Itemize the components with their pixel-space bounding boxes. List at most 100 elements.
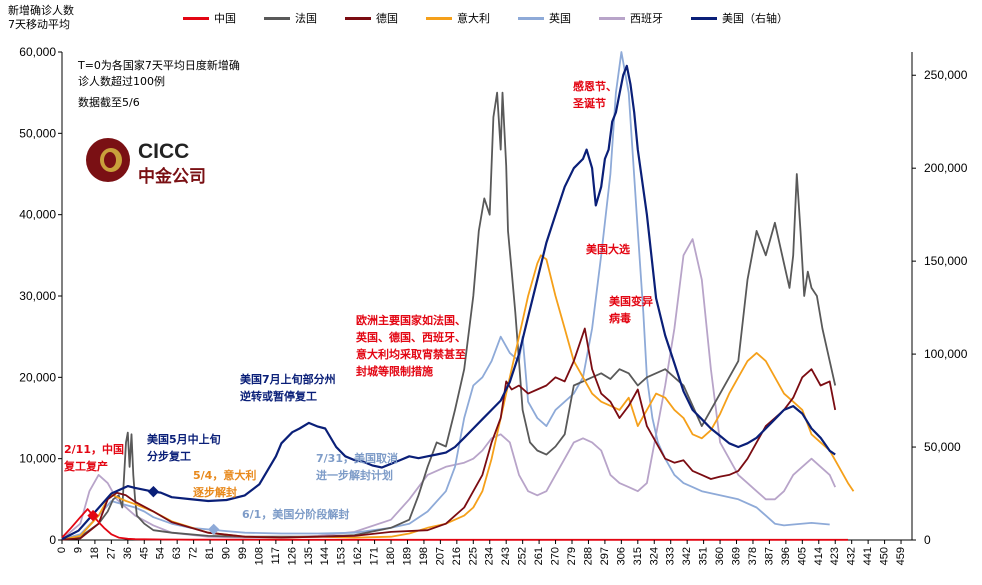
x-tick-label: 216 [451, 547, 463, 565]
x-tick-label: 369 [731, 547, 743, 565]
x-tick-label: 333 [665, 547, 677, 565]
x-tick-label: 126 [286, 547, 298, 565]
legend-item-italy: 意大利 [426, 10, 490, 26]
legend-label: 西班牙 [630, 12, 663, 25]
x-tick-label: 18 [89, 547, 101, 559]
x-tick-label: 459 [895, 547, 907, 565]
annotation-us-may-reopen-line2: 分步复工 [147, 450, 191, 463]
annotation-us-variant: 美国变异 病毒 [609, 293, 653, 327]
x-tick-label: 9 [72, 547, 84, 553]
x-tick-label: 198 [418, 547, 430, 565]
annotation-us-variant-line1: 美国变异 [609, 295, 653, 308]
annotation-us-variant-line2: 病毒 [609, 312, 631, 325]
x-tick-label: 423 [829, 547, 841, 565]
x-tick-label: 72 [188, 547, 200, 559]
x-tick-label: 144 [319, 547, 331, 565]
note-line2: 诊人数超过100例 [78, 75, 165, 88]
annotation-holidays-line2: 圣诞节 [573, 97, 606, 110]
annotation-us-phased-reopen-text: 6/1，美国分阶段解封 [242, 508, 350, 521]
x-tick-label: 36 [122, 547, 134, 559]
y-axis-title-line2: 7天移动平均 [8, 18, 70, 31]
x-tick-label: 297 [599, 547, 611, 565]
x-tick-label: 306 [615, 547, 627, 565]
marker-china-reopen [87, 509, 99, 522]
y-left-tick-label: 60,000 [19, 45, 56, 59]
legend-item-us: 美国（右轴） [691, 10, 788, 26]
x-tick-label: 180 [385, 547, 397, 565]
x-tick-label: 288 [582, 547, 594, 565]
annotation-us-cancel-reopen: 7/31，美国取消 进一步解封计划 [316, 450, 398, 484]
x-tick-label: 207 [434, 547, 446, 565]
annotation-italy-reopen-line1: 5/4，意大利 [193, 469, 257, 482]
x-tick-label: 54 [155, 547, 167, 559]
y-left-tick-label: 50,000 [19, 126, 56, 140]
x-tick-label: 378 [747, 547, 759, 565]
x-tick-label: 279 [566, 547, 578, 565]
x-tick-label: 234 [484, 547, 496, 565]
x-tick-label: 414 [813, 547, 825, 565]
note-line1: T=0为各国家7天平均日度新增确 [78, 59, 240, 72]
legend-swatch [518, 16, 544, 20]
y-right-tick-label: 50,000 [924, 440, 961, 454]
legend-label: 意大利 [457, 12, 490, 25]
x-tick-label: 189 [401, 547, 413, 565]
annotation-italy-reopen-line2: 逐步解封 [193, 486, 237, 499]
x-tick-label: 153 [336, 547, 348, 565]
x-tick-label: 360 [714, 547, 726, 565]
x-tick-label: 117 [270, 547, 282, 565]
logo-text-en: CICC [138, 140, 190, 163]
y-left-tick-label: 40,000 [19, 208, 56, 222]
annotation-us-july-reversal: 美国7月上旬部分州 逆转或暂停复工 [240, 371, 336, 405]
y-right-tick-label: 100,000 [924, 347, 968, 361]
legend-swatch [426, 16, 452, 20]
legend-swatch [599, 16, 625, 20]
annotation-us-election: 美国大选 [586, 241, 630, 258]
annotation-china-reopen-line1: 2/11，中国 [64, 443, 124, 456]
y-right-tick-label: 200,000 [924, 161, 968, 175]
y-axis-title-line1: 新增确诊人数 [8, 4, 74, 17]
y-left-tick-label: 20,000 [19, 370, 56, 384]
annotation-china-reopen: 2/11，中国 复工复产 [64, 441, 124, 475]
annotation-europe-lockdowns-line4: 封城等限制措施 [356, 365, 433, 378]
x-tick-label: 351 [698, 547, 710, 565]
legend-swatch [264, 16, 290, 20]
annotation-us-phased-reopen: 6/1，美国分阶段解封 [242, 506, 349, 523]
annotation-us-cancel-reopen-line2: 进一步解封计划 [316, 469, 393, 482]
legend-label: 美国（右轴） [722, 12, 788, 25]
y-left-tick-label: 30,000 [19, 289, 56, 303]
annotation-europe-lockdowns-line2: 英国、德国、西班牙、 [356, 331, 466, 344]
series-line-us [61, 64, 836, 541]
tick-layer: 0 10,000 20,000 30,000 40,000 50,000 60,000 0 50… [19, 45, 967, 565]
y-axis-title: 新增确诊人数 7天移动平均 [8, 4, 74, 32]
x-tick-label: 162 [352, 547, 364, 565]
legend: 中国 法国 德国 意大利 英国 西班牙 美国（右轴） [183, 10, 816, 26]
x-tick-label: 45 [138, 547, 150, 559]
cicc-logo-icon [86, 138, 130, 182]
y-right-tick-label: 0 [924, 533, 931, 547]
x-tick-label: 315 [632, 547, 644, 565]
y-right-tick-label: 250,000 [924, 68, 968, 82]
annotation-us-may-reopen: 美国5月中上旬 分步复工 [147, 431, 221, 465]
annotation-europe-lockdowns-line1: 欧洲主要国家如法国、 [356, 314, 466, 327]
note-line3: 数据截至5/6 [78, 96, 140, 109]
marker-uk-phased [208, 523, 220, 536]
legend-item-spain: 西班牙 [599, 10, 663, 26]
x-tick-label: 63 [171, 547, 183, 559]
marker-us-may-reopen [147, 485, 160, 498]
x-tick-label: 342 [681, 547, 693, 565]
x-tick-label: 171 [369, 547, 381, 565]
x-tick-label: 261 [533, 547, 545, 565]
y-left-tick-label: 10,000 [19, 452, 56, 466]
x-tick-label: 324 [648, 547, 660, 565]
annotation-europe-lockdowns-line3: 意大利均采取宵禁甚至 [356, 348, 466, 361]
y-left-tick-label: 0 [49, 533, 56, 547]
x-tick-label: 135 [303, 547, 315, 565]
annotation-us-election-text: 美国大选 [586, 243, 630, 256]
marker-layer [87, 485, 220, 536]
x-tick-label: 225 [467, 547, 479, 565]
annotation-holidays: 感恩节、 圣诞节 [573, 78, 617, 112]
chart-note: T=0为各国家7天平均日度新增确 诊人数超过100例 数据截至5/6 [78, 58, 240, 111]
x-tick-label: 0 [56, 547, 68, 553]
x-tick-label: 450 [879, 547, 891, 565]
annotation-us-july-reversal-line1: 美国7月上旬部分州 [240, 373, 336, 386]
